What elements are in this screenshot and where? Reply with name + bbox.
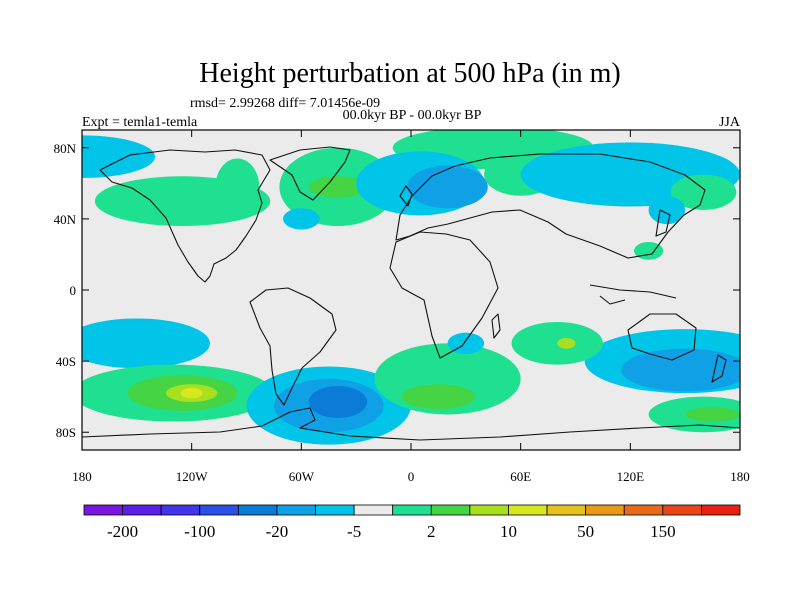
colorbar-box-14 [623,504,664,516]
lat-tick-label: 40N [54,212,77,227]
lon-tick-label: 120E [617,469,645,484]
colorbar-label: 2 [427,522,436,541]
coast-antarctica [82,407,740,441]
lon-tick-label: 60E [510,469,531,484]
coast-japan [655,209,671,237]
anomaly-region-29 [685,407,740,422]
lon-tick-label: 60W [289,469,315,484]
anomaly-region-9 [82,135,156,178]
colorbar-box-0 [83,504,123,516]
coast-australia [627,313,697,361]
anomaly-region-1 [215,158,260,216]
colorbar-box-1 [122,504,162,516]
colorbar-box-3 [199,504,239,516]
anomaly-region-25 [401,384,475,410]
anomaly-region-23 [308,386,368,418]
colorbar-box-8 [392,504,432,516]
coast-south-america [249,287,337,406]
coast-uk [399,185,413,207]
colorbar-box-9 [430,504,471,516]
colorbar-label: -5 [347,522,361,541]
coast-new-zealand [711,354,727,383]
coast-africa [389,231,499,359]
lat-tick-label: 80N [54,141,77,156]
lat-tick-label: 80S [56,425,76,440]
colorbar-label: 150 [650,522,676,541]
colorbar-box-4 [237,504,278,516]
colorbar-box-16 [701,504,741,516]
colorbar-box-5 [276,504,316,516]
lon-tick-label: 180 [72,469,92,484]
coast-greenland [269,146,351,201]
coastlines [82,146,740,441]
anomaly-contours [82,130,740,445]
colorbar-box-13 [585,504,625,516]
lon-tick-label: 120W [176,469,209,484]
longitude-axis: 180 120W 60W 0 60E 120E 180 [72,130,750,484]
colorbar-box-10 [469,504,509,516]
colorbar-label: 10 [500,522,517,541]
colorbar-box-2 [160,504,201,516]
coast-north-america [99,149,271,283]
colorbar-box-6 [315,504,355,516]
anomaly-region-10 [283,208,320,230]
colorbar-box-7 [353,504,394,516]
coast-madagascar [491,313,501,339]
lat-tick-label: 40S [56,354,76,369]
colorbar-box-11 [508,504,548,516]
lon-tick-label: 180 [730,469,750,484]
latitude-axis: 80N 40N 0 40S 80S [54,141,740,440]
anomaly-region-14 [82,318,210,369]
experiment-label: Expt = temla1-temla [82,115,198,130]
period-label: 00.0kyr BP - 00.0kyr BP [343,108,482,123]
colorbar: -200 -100 -20 -5 2 10 50 150 [83,504,741,541]
colorbar-label: -20 [266,522,289,541]
map-panel: 80N 40N 0 40S 80S 180 120W 60W 0 60E 120E 180 [54,129,750,484]
colorbar-box-15 [662,504,702,516]
lat-tick-label: 0 [70,283,77,298]
anomaly-region-26 [511,322,603,365]
stats-label: rmsd= 2.99268 diff= 7.01456e-09 [190,96,380,111]
colorbar-label: -100 [184,522,215,541]
anomaly-region-27 [557,338,576,349]
colorbar-label: -200 [107,522,138,541]
anomaly-region-16 [621,348,740,392]
coast-indonesia [589,284,677,305]
season-label: JJA [719,115,741,130]
colorbar-label: 50 [577,522,594,541]
colorbar-box-12 [546,504,587,516]
anomaly-region-20 [180,387,203,399]
coast-europe-asia [395,153,706,259]
anomaly-region-12 [648,195,686,225]
anomaly-region-11 [670,174,737,211]
figure-title: Height perturbation at 500 hPa (in m) [199,58,620,89]
anomaly-region-3 [308,176,368,198]
lon-tick-label: 0 [408,469,415,484]
anomaly-region-7 [407,165,488,209]
